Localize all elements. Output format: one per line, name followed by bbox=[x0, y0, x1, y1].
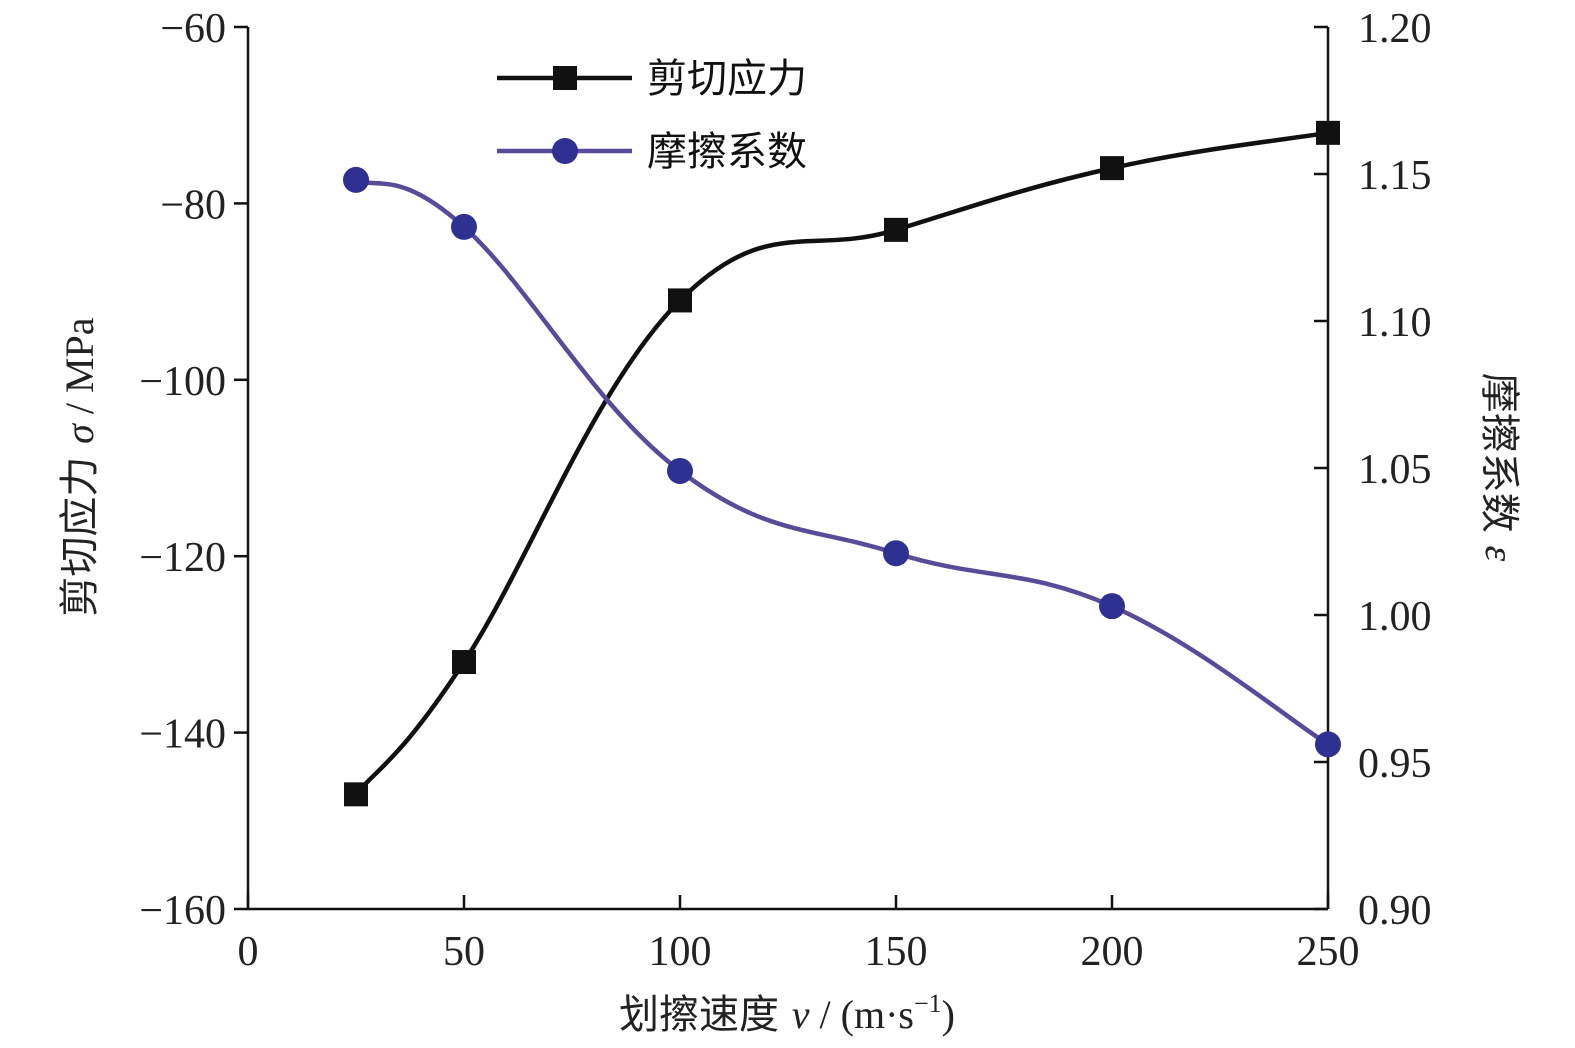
legend-marker bbox=[552, 138, 578, 164]
legend-marker bbox=[553, 66, 577, 90]
y-axis-left-label: 剪切应力 σ / MPa bbox=[57, 317, 103, 616]
data-point bbox=[451, 213, 477, 240]
data-point bbox=[1315, 731, 1341, 758]
data-point bbox=[1099, 593, 1125, 620]
y-right-tick-label: 0.90 bbox=[1358, 888, 1432, 934]
data-point bbox=[668, 288, 692, 313]
y-left-tick-label: −60 bbox=[160, 6, 226, 52]
data-point bbox=[344, 782, 368, 807]
x-tick-label: 50 bbox=[443, 929, 485, 975]
y-right-tick-label: 0.95 bbox=[1358, 741, 1432, 787]
y-left-tick-label: −100 bbox=[139, 359, 226, 405]
y-axis-right-label: 摩擦系数 ε bbox=[1476, 373, 1522, 562]
x-axis-label: 划擦速度 v / (m·s−1) bbox=[619, 989, 955, 1038]
data-point bbox=[452, 650, 476, 675]
y-right-tick-label: 1.10 bbox=[1358, 300, 1432, 346]
x-tick-label: 250 bbox=[1297, 929, 1360, 975]
data-point bbox=[1100, 156, 1124, 181]
x-tick-label: 200 bbox=[1081, 929, 1144, 975]
data-point bbox=[884, 217, 908, 242]
y-left-tick-label: −80 bbox=[160, 182, 226, 228]
series-line bbox=[354, 130, 1329, 796]
series-1 bbox=[344, 120, 1340, 807]
y-right-tick-label: 1.20 bbox=[1358, 6, 1432, 52]
data-point bbox=[883, 540, 909, 567]
y-left-tick-label: −160 bbox=[139, 888, 226, 934]
series-layer bbox=[343, 120, 1341, 807]
legend-label: 摩擦系数 bbox=[647, 129, 807, 175]
legend-item-1: 剪切应力 bbox=[497, 56, 807, 102]
legend-item-2: 摩擦系数 bbox=[497, 129, 807, 175]
y-right-tick-label: 1.00 bbox=[1358, 594, 1432, 640]
y-left-tick-label: −140 bbox=[139, 712, 226, 758]
y-left-tick-label: −120 bbox=[139, 535, 226, 581]
x-tick-label: 0 bbox=[238, 929, 259, 975]
y-right-tick-label: 1.15 bbox=[1358, 153, 1432, 199]
axes: 0 50 100 150 200 250 −60 −80 −100 −120 −140 −160 1.2… bbox=[139, 6, 1431, 975]
series-2 bbox=[343, 166, 1341, 758]
data-point bbox=[1316, 120, 1340, 145]
y-right-tick-label: 1.05 bbox=[1358, 447, 1432, 493]
legend-label: 剪切应力 bbox=[647, 56, 807, 102]
x-tick-label: 100 bbox=[649, 929, 712, 975]
data-point bbox=[343, 166, 369, 193]
x-tick-label: 150 bbox=[865, 929, 928, 975]
series-line bbox=[355, 177, 1330, 747]
data-point bbox=[667, 457, 693, 484]
